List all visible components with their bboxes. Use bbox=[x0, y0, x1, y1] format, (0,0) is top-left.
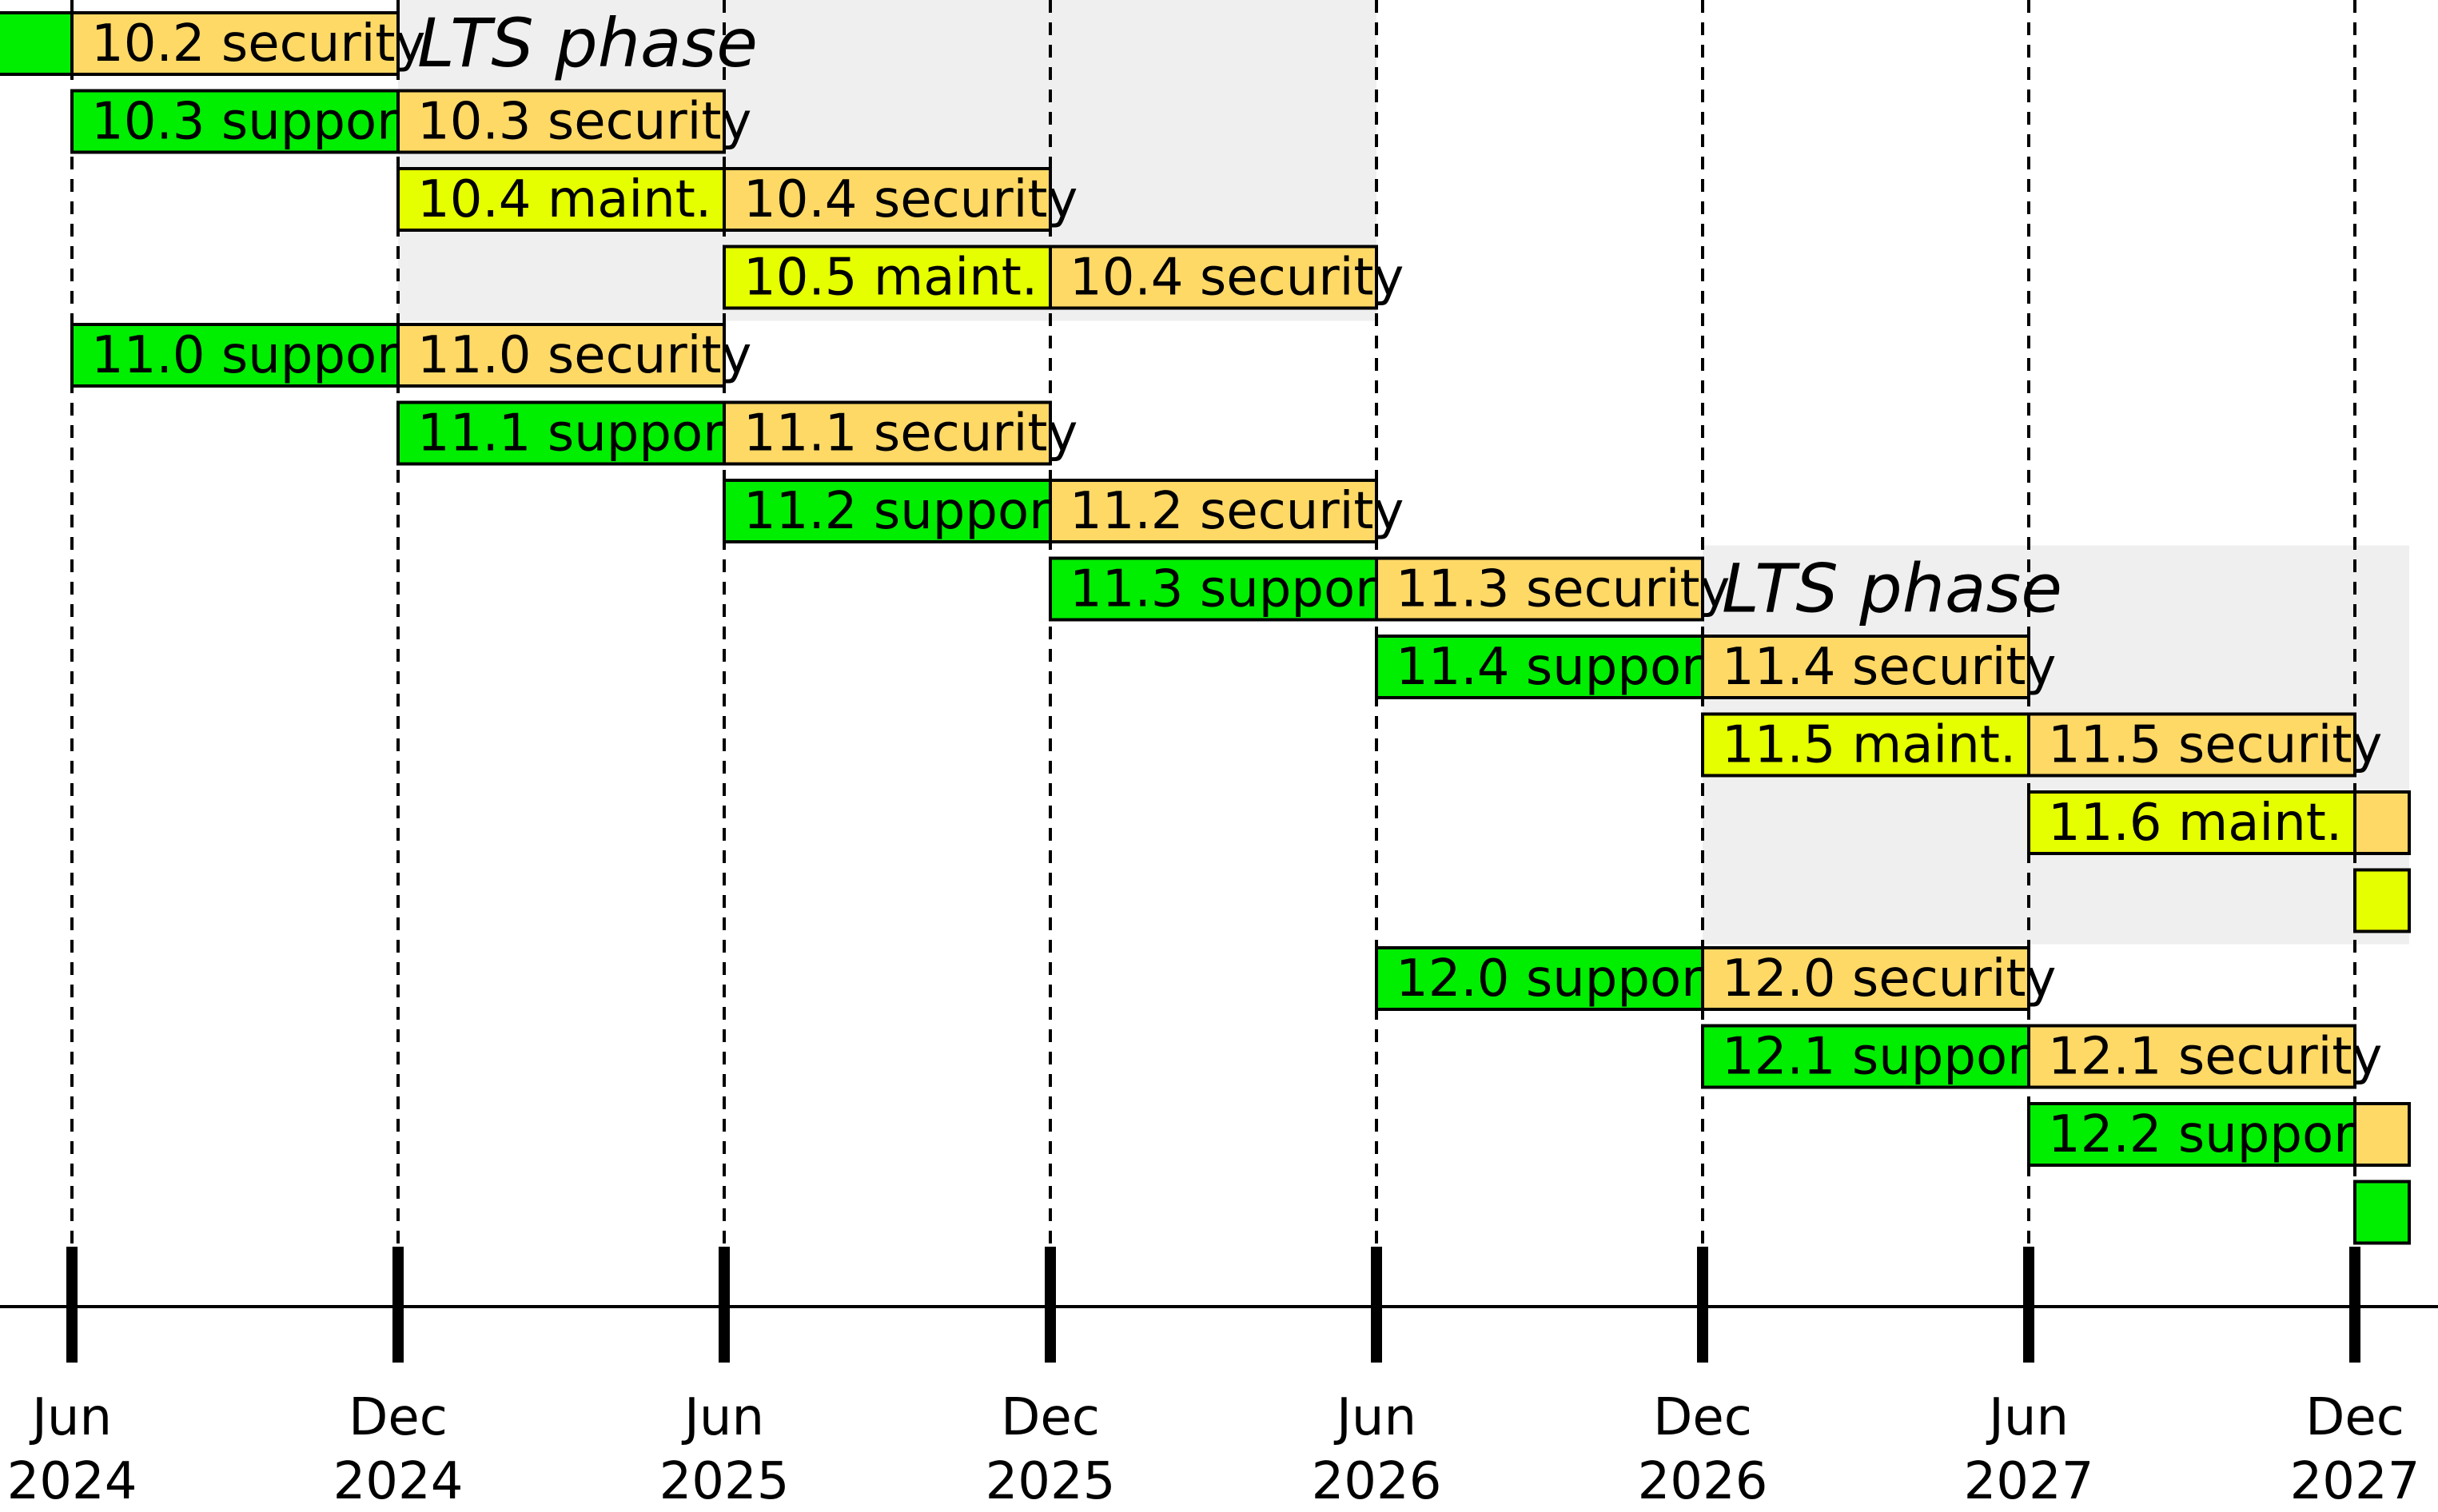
bar-label: 11.3 support bbox=[1070, 560, 1396, 619]
tick-label-month: Jun bbox=[29, 1388, 112, 1447]
security-bar bbox=[1049, 479, 1378, 543]
bar-label: 11.4 support bbox=[1396, 638, 1723, 697]
bar-label: 11.5 maint. bbox=[1722, 716, 2016, 775]
tick-label-month: Dec bbox=[2305, 1388, 2404, 1447]
bar-label: 11.2 security bbox=[1070, 482, 1404, 541]
tick-label-year: 2024 bbox=[7, 1452, 137, 1511]
tick-label-month: Jun bbox=[1333, 1388, 1416, 1447]
bar-label: 12.1 security bbox=[2048, 1028, 2382, 1087]
tick-label-year: 2027 bbox=[1964, 1452, 2094, 1511]
tick-label-year: 2025 bbox=[986, 1452, 1116, 1511]
bar-label: 11.0 security bbox=[417, 326, 751, 385]
security-bar bbox=[1375, 556, 1704, 622]
support-bar bbox=[1049, 556, 1378, 622]
tick-label-year: 2024 bbox=[333, 1452, 464, 1511]
tick-label-month: Jun bbox=[1986, 1388, 2069, 1447]
tick-label-month: Dec bbox=[349, 1388, 448, 1447]
security-bar bbox=[723, 400, 1052, 466]
security-bar bbox=[723, 167, 1052, 232]
bar-label: 10.4 security bbox=[743, 170, 1078, 229]
support-bar bbox=[2353, 1180, 2411, 1245]
lts-phase-label: LTS phase bbox=[1722, 550, 2062, 628]
bar-label: 11.1 security bbox=[743, 404, 1078, 464]
lts-label-layer: LTS phase LTS phase bbox=[417, 4, 2062, 628]
tick-label-year: 2025 bbox=[659, 1452, 790, 1511]
support-bar bbox=[0, 11, 74, 76]
security-bar bbox=[2353, 790, 2411, 855]
bar-label: 10.3 security bbox=[417, 93, 751, 152]
security-bar bbox=[2027, 1024, 2356, 1089]
bar-label: 10.4 maint. bbox=[417, 170, 711, 229]
maintenance-bar bbox=[723, 245, 1052, 310]
bar-label: 11.5 security bbox=[2048, 716, 2382, 775]
bar-label: 10.2 security bbox=[91, 14, 425, 74]
support-bar bbox=[723, 479, 1052, 543]
security-bar bbox=[70, 11, 400, 76]
tick-label-year: 2026 bbox=[1312, 1452, 1442, 1511]
bar-label: 10.5 maint. bbox=[743, 249, 1038, 308]
bar-layer: 10.2 security 10.3 support 10.3 security 10… bbox=[0, 11, 2411, 1245]
bar-label: 11.1 support bbox=[417, 404, 744, 464]
security-bar bbox=[2353, 1102, 2411, 1167]
bar-label: 12.0 support bbox=[1396, 949, 1723, 1009]
support-bar bbox=[1375, 635, 1704, 699]
support-bar bbox=[1701, 1024, 2030, 1089]
security-bar bbox=[1049, 245, 1378, 310]
tick-label-month: Dec bbox=[1001, 1388, 1100, 1447]
security-bar bbox=[1701, 946, 2030, 1011]
lts-phase-label: LTS phase bbox=[417, 4, 758, 82]
bar-label: 10.4 security bbox=[1070, 249, 1404, 308]
tick-label-month: Dec bbox=[1653, 1388, 1752, 1447]
support-bar bbox=[396, 400, 726, 466]
bar-label: 12.0 security bbox=[1722, 949, 2056, 1009]
bar-label: 12.1 support bbox=[1722, 1028, 2049, 1087]
bar-label: 11.6 maint. bbox=[2048, 794, 2342, 853]
bar-label: 11.0 support bbox=[91, 326, 418, 385]
bar-label: 11.3 security bbox=[1396, 560, 1730, 619]
security-bar bbox=[2027, 712, 2356, 778]
security-bar bbox=[396, 89, 726, 154]
time-axis: Jun2024Dec2024Jun2025Dec2025Jun2026Dec20… bbox=[0, 1247, 2438, 1511]
security-bar bbox=[396, 323, 726, 388]
tick-label-month: Jun bbox=[681, 1388, 764, 1447]
bar-label: 11.2 support bbox=[743, 482, 1070, 541]
bar-label: 10.3 support bbox=[91, 93, 418, 152]
bar-label: 12.2 support bbox=[2048, 1105, 2375, 1164]
tick-label-year: 2027 bbox=[2290, 1452, 2420, 1511]
security-bar bbox=[1701, 635, 2030, 699]
maintenance-bar bbox=[2353, 868, 2411, 933]
bar-label: 11.4 security bbox=[1722, 638, 2056, 697]
tick-label-year: 2026 bbox=[1638, 1452, 1768, 1511]
